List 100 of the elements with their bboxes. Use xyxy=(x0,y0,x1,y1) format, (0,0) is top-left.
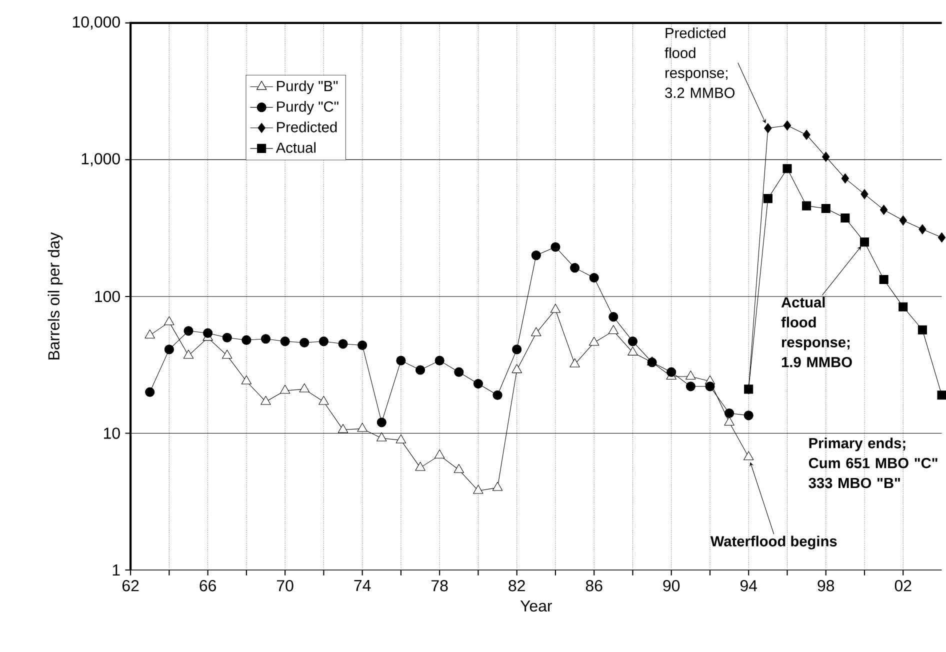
y-axis-title: Barrels oil per day xyxy=(48,232,63,360)
x-tick-label: 78 xyxy=(432,580,448,592)
point xyxy=(802,130,810,140)
point xyxy=(589,273,599,283)
point xyxy=(299,383,310,392)
x-tick-label: 66 xyxy=(200,580,216,592)
point xyxy=(492,390,502,400)
point xyxy=(512,344,522,354)
x-tick-label: 74 xyxy=(354,580,371,592)
y-tick-label: 10,000 xyxy=(72,16,120,30)
point xyxy=(763,194,772,204)
point xyxy=(492,482,503,491)
point xyxy=(358,340,368,350)
point xyxy=(628,346,638,356)
point xyxy=(686,370,696,380)
point xyxy=(222,350,232,359)
point xyxy=(918,224,926,234)
point xyxy=(898,302,908,312)
point xyxy=(860,238,870,247)
point xyxy=(608,325,619,334)
annotation: Waterflood begins xyxy=(710,536,837,550)
point xyxy=(260,396,271,405)
point xyxy=(454,464,464,474)
point xyxy=(145,387,155,397)
x-tick-label: 94 xyxy=(740,580,758,592)
y-tick-label: 1 xyxy=(112,564,120,576)
point xyxy=(764,123,772,134)
point xyxy=(280,336,290,346)
point xyxy=(338,424,348,433)
point xyxy=(242,335,252,345)
point xyxy=(782,164,792,174)
y-tick-label: 100 xyxy=(95,290,120,302)
point xyxy=(454,367,464,378)
point xyxy=(376,418,386,428)
point xyxy=(918,325,927,335)
point xyxy=(570,263,580,273)
point xyxy=(608,312,618,322)
legend-label: Purdy "B" xyxy=(277,80,338,94)
point xyxy=(570,358,580,368)
point xyxy=(899,215,907,226)
point xyxy=(531,250,541,260)
point xyxy=(184,326,194,336)
x-tick-label: 70 xyxy=(277,580,294,592)
point xyxy=(744,451,754,460)
annotation: Primary ends; Cum 651 MBO "C" 333 MBO "B" xyxy=(808,438,938,488)
point xyxy=(512,364,522,374)
point xyxy=(821,204,830,214)
point xyxy=(318,396,329,405)
point xyxy=(724,416,734,426)
x-axis-title: Year xyxy=(520,600,552,612)
point xyxy=(260,334,271,344)
legend-label: Purdy "C" xyxy=(277,101,338,115)
point xyxy=(938,232,946,243)
point xyxy=(860,189,868,200)
point xyxy=(222,332,232,343)
point xyxy=(666,367,676,378)
point xyxy=(802,201,812,210)
point xyxy=(300,338,310,348)
legend-label: Predicted xyxy=(277,122,337,132)
annotation: Actual flood response; 1.9 MMBO xyxy=(781,296,852,368)
point xyxy=(396,434,406,444)
point xyxy=(144,330,155,339)
y-tick-label: 1,000 xyxy=(82,153,120,166)
point xyxy=(434,356,444,366)
point xyxy=(203,328,213,338)
point xyxy=(164,316,174,326)
point xyxy=(473,485,484,494)
legend-label: Actual xyxy=(276,142,316,154)
x-tick-label: 98 xyxy=(818,580,834,592)
x-tick-label: 02 xyxy=(894,580,912,592)
x-tick-label: 62 xyxy=(122,580,139,592)
point xyxy=(338,339,348,349)
annotation: Predicted flood response; 3.2 MMBO xyxy=(664,28,734,98)
point xyxy=(550,304,561,313)
point xyxy=(376,432,387,442)
point xyxy=(841,173,850,184)
point xyxy=(783,120,792,131)
point xyxy=(318,336,328,346)
point xyxy=(744,410,754,420)
x-tick-label: 86 xyxy=(586,580,602,592)
point xyxy=(879,275,888,284)
point xyxy=(164,344,174,354)
y-tick-label: 10 xyxy=(104,428,120,440)
point xyxy=(550,242,560,252)
point xyxy=(183,350,194,359)
point xyxy=(628,336,638,346)
point xyxy=(686,382,696,392)
point xyxy=(415,365,426,375)
point xyxy=(473,379,483,389)
point xyxy=(280,384,290,394)
x-tick-label: 82 xyxy=(508,580,525,592)
point xyxy=(705,382,715,392)
point xyxy=(434,450,445,458)
point xyxy=(396,356,406,366)
point xyxy=(357,422,368,432)
point xyxy=(531,327,542,336)
point xyxy=(822,152,830,162)
point xyxy=(840,214,850,223)
point xyxy=(880,204,888,216)
point xyxy=(588,336,600,346)
